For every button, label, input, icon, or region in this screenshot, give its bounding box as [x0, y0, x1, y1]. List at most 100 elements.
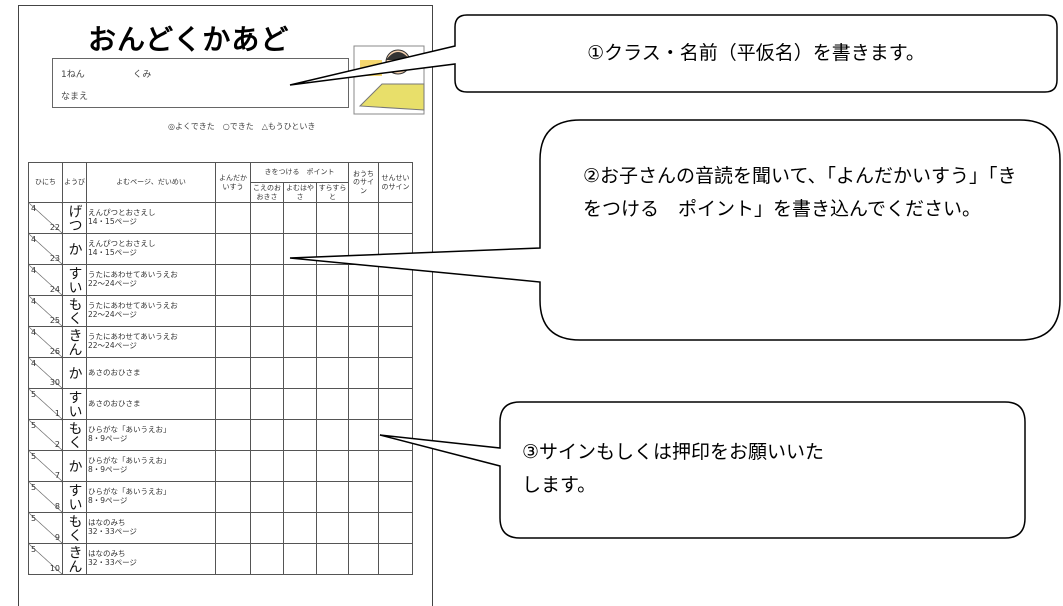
reading-line: 8・9ページ [88, 465, 128, 474]
reading-line: えんぴつとおさえし [88, 208, 156, 218]
month: 5 [31, 483, 37, 492]
callout-text: ②お子さんの音読を聞いて、「よんだかいすう」「きをつける ポイント」を書き込んで… [583, 165, 1017, 220]
reading-line: 22～24ページ [88, 310, 137, 319]
empty-cell [378, 326, 414, 358]
reading-line: 8・9ページ [88, 434, 128, 443]
desk [358, 83, 425, 111]
reading-line: はなのみち [88, 549, 126, 559]
reading-line: うたにあわせてあいうえお [88, 270, 178, 280]
date-cell: 4 23 [28, 233, 63, 265]
month: 5 [31, 452, 37, 461]
reading-line: うたにあわせてあいうえお [88, 332, 178, 342]
name-box: 1ねん くみ なまえ [52, 58, 349, 108]
reading-line: 14・15ページ [88, 217, 137, 226]
empty-cell [283, 419, 317, 451]
empty-cell [315, 543, 350, 575]
callout-text: ①クラス・名前（平仮名）を書きます。 [587, 42, 925, 64]
table-row: 5 10 きん はなのみち 32・33ページ [28, 543, 414, 575]
weekday: すい [66, 266, 83, 294]
empty-cell [378, 295, 414, 327]
day: 2 [54, 439, 60, 449]
empty-cell [250, 543, 284, 575]
table-row: 5 1 すい あさのおひさま [28, 388, 414, 420]
table-row: 4 23 かえんぴつとおさえし 14・15ページ [28, 233, 414, 265]
weekday: げつ [66, 204, 83, 232]
empty-cell [315, 202, 350, 234]
reading-line: ひらがな「あいうえお」 [88, 456, 171, 466]
empty-cell [378, 357, 414, 389]
reading-cell: はなのみち 32・33ページ [86, 512, 216, 544]
header-row: ひにち ようび よむページ、だいめい よんだかいすう きをつける ポイント おうちのサイン… [28, 162, 414, 203]
reading-line: あさのおひさま [88, 398, 141, 408]
month: 5 [31, 514, 37, 523]
weekday-cell: きん [62, 326, 87, 358]
month: 4 [31, 235, 37, 244]
weekday: きん [66, 328, 83, 356]
header-cell: せんせいのサイン [378, 162, 414, 203]
empty-cell [348, 419, 380, 451]
month: 4 [31, 297, 37, 306]
empty-cell [378, 543, 414, 575]
empty-cell [250, 295, 284, 327]
month: 4 [31, 204, 37, 213]
header-cell: おうちのサイン [348, 162, 380, 203]
weekday-cell: もく [62, 295, 87, 327]
weekday-cell: きん [62, 543, 87, 575]
day: 1 [54, 408, 60, 418]
month: 4 [31, 359, 37, 368]
empty-cell [250, 419, 284, 451]
weekday-cell: すい [62, 264, 87, 296]
empty-cell [378, 512, 414, 544]
date-cell: 5 10 [28, 543, 63, 575]
empty-cell [378, 481, 414, 513]
day: 24 [49, 284, 60, 294]
table-body: ひにち ようび よむページ、だいめい よんだかいすう きをつける ポイント おうちのサイン… [28, 162, 414, 575]
reading-cell: あさのおひさま [86, 357, 216, 389]
empty-cell [215, 326, 251, 358]
grade-label: 1ねん [61, 70, 85, 80]
table-row: 5 7 かひらがな「あいうえお」 8・9ページ [28, 450, 414, 482]
day: 10 [49, 563, 60, 573]
reading-cell: うたにあわせてあいうえお 22～24ページ [86, 326, 216, 358]
empty-cell [283, 512, 317, 544]
empty-cell [215, 295, 251, 327]
day: 25 [49, 315, 60, 325]
weekday-cell: すい [62, 388, 87, 420]
day: 23 [49, 253, 60, 263]
month: 5 [31, 545, 37, 554]
date-cell: 4 25 [28, 295, 63, 327]
weekday: すい [66, 483, 83, 511]
name-label: なまえ [61, 92, 89, 102]
empty-cell [378, 202, 414, 234]
day: 8 [54, 501, 60, 511]
reading-line: 14・15ページ [88, 248, 137, 257]
empty-cell [348, 543, 380, 575]
header-row: こえのおおきさ よむはやさ すらすらと [29, 182, 413, 203]
empty-cell [315, 481, 350, 513]
day: 30 [49, 377, 60, 387]
weekday: すい [66, 390, 83, 418]
day: 7 [54, 470, 60, 480]
reading-line: えんぴつとおさえし [88, 239, 156, 249]
reading-line: 22～24ページ [88, 279, 137, 288]
callout-bubble [289, 119, 1061, 341]
legend: ◎よくできた ○できた △もうひといき [168, 122, 316, 131]
callout-bubble [379, 401, 1026, 539]
date-cell: 4 26 [28, 326, 63, 358]
empty-cell [215, 419, 251, 451]
reading-line: 32・33ページ [88, 558, 137, 567]
reading-cell: えんぴつとおさえし 14・15ページ [86, 202, 216, 234]
table-row: 4 26 きん うたにあわせてあいうえお 22～24ページ [28, 326, 414, 358]
empty-cell [315, 512, 350, 544]
day: 22 [49, 222, 60, 232]
weekday: もく [66, 514, 83, 542]
date-cell: 4 30 [28, 357, 63, 389]
day: 26 [49, 346, 60, 356]
weekday: もく [66, 297, 83, 325]
worksheet-frame [18, 5, 433, 606]
weekday: か [66, 459, 83, 473]
reading-cell: あさのおひさま [86, 388, 216, 420]
